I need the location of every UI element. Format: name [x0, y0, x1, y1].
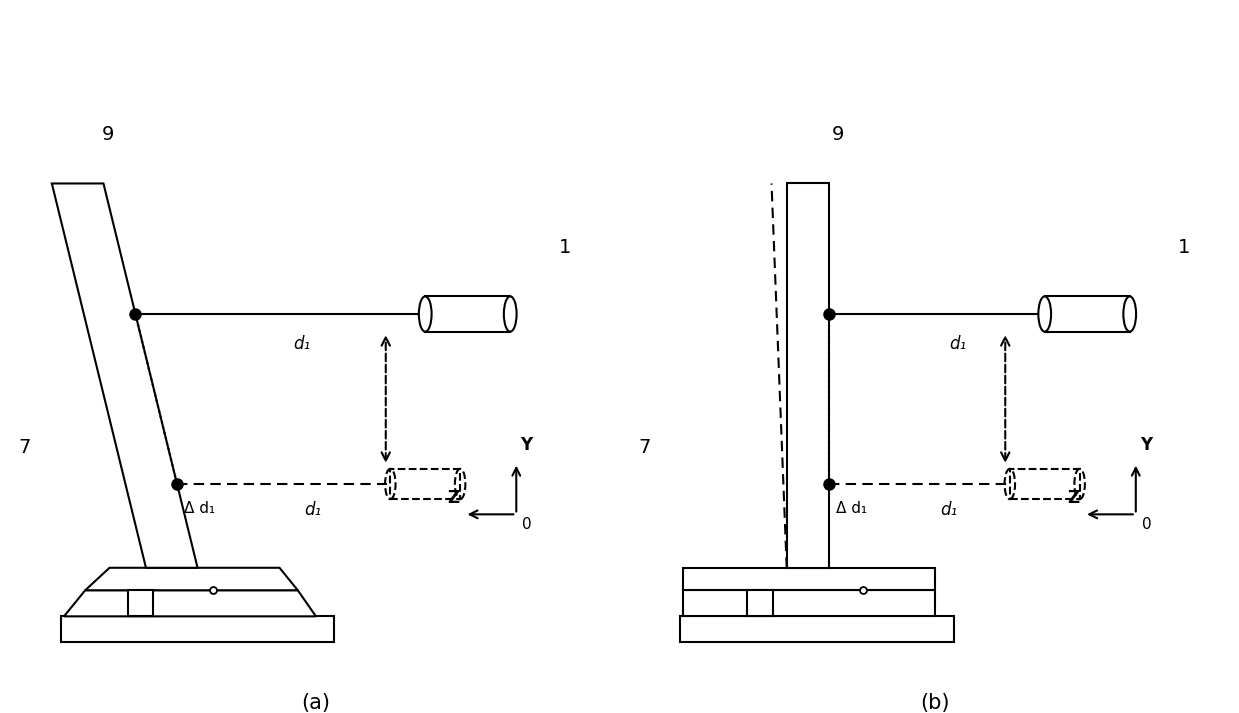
Text: 0: 0	[523, 518, 532, 533]
Text: d₁: d₁	[305, 501, 322, 519]
Text: d₁: d₁	[949, 335, 966, 353]
Text: d₁: d₁	[292, 335, 310, 353]
Polygon shape	[85, 568, 297, 590]
Text: Z: Z	[447, 489, 460, 507]
Bar	[425, 297, 510, 332]
Bar	[680, 616, 954, 642]
Ellipse shape	[1124, 297, 1136, 332]
Text: Δ d₁: Δ d₁	[836, 501, 867, 516]
Text: 9: 9	[833, 125, 845, 144]
Text: 7: 7	[638, 438, 650, 457]
Text: 1: 1	[1178, 237, 1191, 257]
Bar	[747, 590, 773, 616]
Text: (b): (b)	[921, 694, 950, 713]
Polygon shape	[52, 183, 197, 568]
Bar	[128, 590, 154, 616]
Bar	[1044, 297, 1130, 332]
Polygon shape	[684, 590, 935, 616]
Ellipse shape	[419, 297, 431, 332]
Ellipse shape	[1038, 297, 1051, 332]
Text: Y: Y	[520, 436, 533, 453]
Text: (a): (a)	[301, 694, 331, 713]
Ellipse shape	[504, 297, 517, 332]
Polygon shape	[787, 183, 829, 568]
Bar	[61, 616, 335, 642]
Text: Z: Z	[1067, 489, 1079, 507]
Text: Y: Y	[1140, 436, 1152, 453]
Polygon shape	[64, 590, 316, 616]
Text: Δ d₁: Δ d₁	[185, 501, 216, 516]
Polygon shape	[684, 568, 935, 590]
Text: 0: 0	[1142, 518, 1151, 533]
Text: 7: 7	[19, 438, 31, 457]
Bar	[1010, 469, 1079, 499]
Text: 1: 1	[559, 237, 571, 257]
Text: d₁: d₁	[940, 501, 958, 519]
Bar	[390, 469, 460, 499]
Text: 9: 9	[102, 125, 114, 144]
